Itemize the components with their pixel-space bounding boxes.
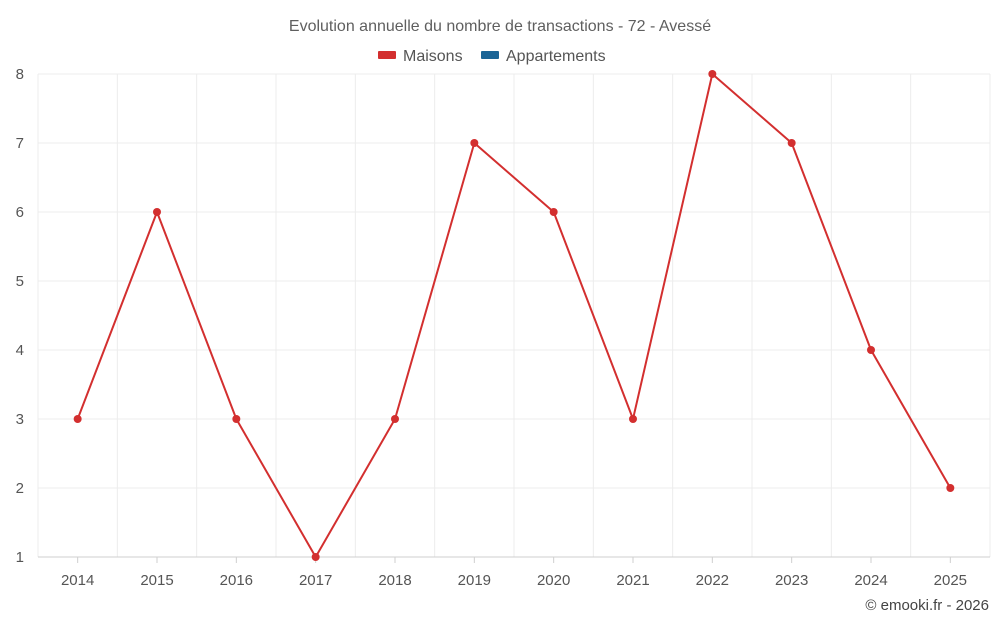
x-tick-label: 2014 bbox=[61, 572, 94, 589]
x-tick-label: 2022 bbox=[696, 572, 729, 589]
series-line-maisons bbox=[76, 73, 952, 558]
data-point-maisons-2022[interactable] bbox=[708, 70, 717, 78]
data-point-maisons-2016[interactable] bbox=[232, 415, 241, 423]
data-point-maisons-2021[interactable] bbox=[629, 415, 637, 423]
data-point-maisons-2019[interactable] bbox=[470, 139, 479, 147]
chart-title: Evolution annuelle du nombre de transact… bbox=[289, 18, 711, 35]
legend: Maisons Appartements bbox=[378, 48, 606, 65]
legend-label-maisons: Maisons bbox=[403, 48, 463, 65]
legend-label-appartements: Appartements bbox=[506, 48, 606, 65]
y-tick-label: 7 bbox=[16, 135, 24, 152]
x-tick-label: 2021 bbox=[616, 572, 649, 589]
data-point-maisons-2025[interactable] bbox=[946, 484, 955, 492]
data-point-maisons-2020[interactable] bbox=[549, 208, 558, 216]
x-tick-label: 2016 bbox=[220, 572, 253, 589]
y-tick-label: 5 bbox=[16, 273, 24, 290]
y-tick-label: 6 bbox=[16, 204, 24, 221]
x-tick-label: 2023 bbox=[775, 572, 808, 589]
credit-text: © emooki.fr - 2026 bbox=[865, 597, 989, 614]
y-tick-label: 3 bbox=[16, 411, 24, 428]
x-tick-label: 2020 bbox=[537, 572, 570, 589]
axes: 1 2 3 4 5 6 7 8 2014 2015 2016 2017 2018 2019 2020 2021… bbox=[16, 66, 990, 589]
x-tick-label: 2017 bbox=[299, 572, 332, 589]
x-tick-label: 2024 bbox=[854, 572, 887, 589]
grid bbox=[37, 73, 991, 557]
legend-item-maisons[interactable]: Maisons bbox=[378, 48, 463, 65]
y-tick-label: 2 bbox=[16, 480, 24, 497]
legend-swatch-maisons bbox=[378, 51, 396, 59]
data-point-maisons-2014[interactable] bbox=[73, 415, 82, 423]
x-tick-label: 2025 bbox=[934, 572, 967, 589]
x-tick-label: 2015 bbox=[140, 572, 173, 589]
x-tick-label: 2019 bbox=[458, 572, 491, 589]
legend-swatch-appartements bbox=[481, 51, 499, 59]
data-point-maisons-2023[interactable] bbox=[787, 139, 796, 147]
y-tick-label: 4 bbox=[16, 342, 24, 359]
series-maisons bbox=[73, 70, 955, 561]
y-tick-label: 8 bbox=[16, 66, 24, 83]
data-point-maisons-2015[interactable] bbox=[153, 208, 161, 216]
x-tick-label: 2018 bbox=[378, 572, 411, 589]
data-point-maisons-2024[interactable] bbox=[867, 346, 875, 354]
data-point-maisons-2018[interactable] bbox=[391, 415, 399, 423]
data-point-maisons-2017[interactable] bbox=[311, 553, 320, 561]
legend-item-appartements[interactable]: Appartements bbox=[481, 48, 606, 65]
y-tick-label: 1 bbox=[16, 549, 24, 566]
